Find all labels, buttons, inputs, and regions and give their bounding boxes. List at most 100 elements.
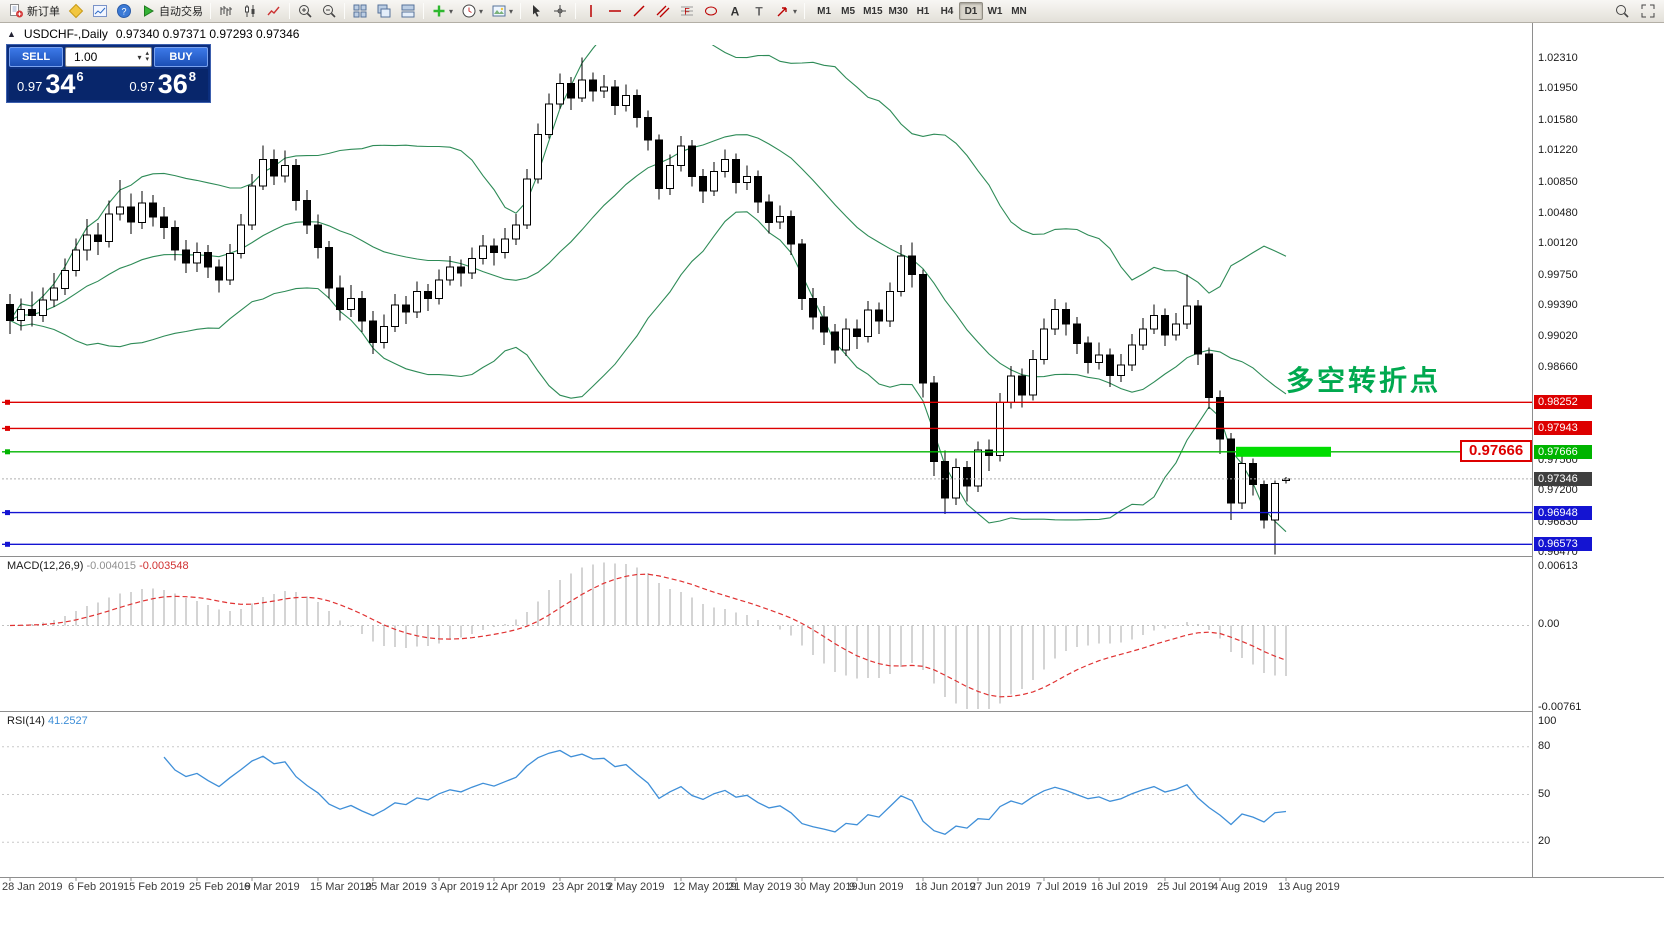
toolbar-separator bbox=[575, 3, 577, 19]
zoom-out-icon bbox=[323, 5, 336, 18]
timeframe-h4[interactable]: H4 bbox=[940, 6, 954, 17]
channel-icon bbox=[656, 5, 670, 18]
toolbar-separator bbox=[520, 3, 522, 19]
candlestick-button[interactable] bbox=[238, 2, 262, 21]
hline-0.98252[interactable] bbox=[2, 399, 1532, 405]
hline-0.96948[interactable] bbox=[2, 510, 1532, 516]
fullscreen-button[interactable] bbox=[1636, 2, 1660, 21]
help-icon: ? bbox=[117, 4, 131, 18]
chart-symbol: USDCHF-,Daily bbox=[23, 27, 108, 41]
zoom-in-icon bbox=[299, 5, 312, 18]
new-order-button[interactable]: 新订单 bbox=[4, 2, 64, 21]
crosshair-button[interactable] bbox=[548, 2, 572, 21]
toolbar-separator bbox=[423, 3, 424, 19]
volume-stepper[interactable]: ▴ ▾ bbox=[145, 50, 149, 63]
channel-button[interactable] bbox=[651, 2, 675, 21]
one-click-panel-toggle[interactable]: ▲ bbox=[7, 29, 16, 39]
help-button[interactable]: ? bbox=[112, 2, 136, 21]
svg-text:?: ? bbox=[121, 7, 126, 17]
volume-down-icon[interactable]: ▾ bbox=[145, 56, 149, 63]
buy-button[interactable]: BUY bbox=[154, 47, 208, 67]
chart-title: ▲ USDCHF-,Daily 0.97340 0.97371 0.97293 … bbox=[7, 27, 299, 41]
price-tag-label: 0.97666 bbox=[1460, 440, 1533, 462]
sell-price-pip: 6 bbox=[76, 69, 84, 84]
chart-ohlc-values: 0.97340 0.97371 0.97293 0.97346 bbox=[115, 27, 300, 41]
one-click-trading-panel: SELL 1.00 ▾ ▴ ▾ BUY 0.97 34 6 0.97 36 8 bbox=[6, 44, 211, 103]
trendline-button[interactable] bbox=[627, 2, 651, 21]
periods-icon bbox=[462, 4, 476, 18]
timeframe-m30[interactable]: M30 bbox=[888, 6, 908, 17]
cursor-button[interactable] bbox=[524, 2, 548, 21]
vertical-line-icon bbox=[590, 5, 592, 17]
bar-chart-icon bbox=[220, 6, 232, 16]
autotrading-button-label: 自动交易 bbox=[159, 6, 203, 18]
svg-text:A: A bbox=[731, 5, 740, 19]
line-chart-button[interactable] bbox=[262, 2, 286, 21]
arrows-button[interactable]: ▾ bbox=[771, 2, 801, 21]
buy-price-pip: 8 bbox=[188, 69, 196, 84]
shapes-button[interactable] bbox=[699, 2, 723, 21]
zoom-out-button[interactable] bbox=[317, 2, 341, 21]
arrange-windows-button[interactable] bbox=[396, 2, 420, 21]
volume-up-icon[interactable]: ▴ bbox=[145, 50, 149, 57]
tile-windows-icon bbox=[353, 4, 367, 18]
buy-price-big: 36 bbox=[157, 69, 188, 99]
new-order-button-label: 新订单 bbox=[27, 6, 60, 18]
search-icon bbox=[1616, 5, 1629, 18]
periods-button[interactable]: ▾ bbox=[457, 2, 487, 21]
timeframe-m15[interactable]: M15 bbox=[863, 6, 883, 17]
chevron-down-icon: ▾ bbox=[479, 6, 484, 16]
bar-chart-button[interactable] bbox=[214, 2, 238, 21]
cursor-icon bbox=[533, 5, 541, 17]
autotrading-icon bbox=[144, 5, 154, 17]
timeframe-m5[interactable]: M5 bbox=[841, 6, 856, 17]
metaeditor-icon bbox=[68, 3, 84, 19]
volume-value: 1.00 bbox=[74, 50, 98, 64]
bollinger-upper bbox=[9, 45, 1287, 321]
fibonacci-button[interactable]: F bbox=[675, 2, 699, 21]
timeframe-w1[interactable]: W1 bbox=[987, 6, 1003, 17]
buy-price[interactable]: 0.97 36 8 bbox=[104, 69, 209, 100]
macd-histogram bbox=[20, 562, 1287, 709]
svg-text:T: T bbox=[755, 5, 763, 19]
market-watch-button[interactable] bbox=[88, 2, 112, 21]
autotrading-button[interactable]: 自动交易 bbox=[136, 2, 207, 21]
fibonacci-icon: F bbox=[681, 6, 694, 17]
text-icon: A bbox=[731, 5, 740, 19]
candles bbox=[6, 57, 1290, 555]
chevron-down-icon: ▾ bbox=[449, 6, 454, 16]
sell-price[interactable]: 0.97 34 6 bbox=[9, 69, 104, 100]
volume-dropdown-icon[interactable]: ▾ bbox=[137, 52, 142, 62]
cascade-windows-button[interactable] bbox=[372, 2, 396, 21]
tile-windows-button[interactable] bbox=[348, 2, 372, 21]
vertical-line-button[interactable] bbox=[579, 2, 603, 21]
horizontal-line-icon bbox=[609, 10, 622, 12]
metaeditor-button[interactable] bbox=[64, 2, 88, 21]
timeframe-d1[interactable]: D1 bbox=[958, 2, 983, 20]
zoom-in-button[interactable] bbox=[293, 2, 317, 21]
indicators-button[interactable]: ▾ bbox=[427, 2, 457, 21]
candlestick-icon bbox=[245, 5, 255, 17]
timeframe-h1[interactable]: H1 bbox=[916, 6, 930, 17]
hline-0.97943[interactable] bbox=[2, 425, 1532, 431]
label-icon: T bbox=[755, 5, 763, 19]
highlight-rectangle[interactable] bbox=[1236, 446, 1331, 457]
timeframe-m1[interactable]: M1 bbox=[817, 6, 832, 17]
sell-button-label: SELL bbox=[21, 50, 51, 63]
label-button[interactable]: T bbox=[747, 2, 771, 21]
text-button[interactable]: A bbox=[723, 2, 747, 21]
toolbar-separator bbox=[210, 3, 211, 19]
search-button[interactable] bbox=[1610, 2, 1634, 21]
horizontal-line-button[interactable] bbox=[603, 2, 627, 21]
sell-button[interactable]: SELL bbox=[9, 47, 63, 67]
templates-button[interactable]: ▾ bbox=[487, 2, 517, 21]
hline-0.96573[interactable] bbox=[2, 541, 1532, 547]
line-chart-icon bbox=[267, 6, 280, 16]
volume-input[interactable]: 1.00 ▾ ▴ ▾ bbox=[65, 47, 152, 67]
chevron-down-icon: ▾ bbox=[509, 6, 514, 16]
cascade-windows-icon bbox=[377, 4, 391, 18]
fullscreen-icon bbox=[1641, 4, 1655, 18]
timeframe-mn[interactable]: MN bbox=[1011, 6, 1027, 17]
timeframe-toolbar: M1 M5 M15 M30 H1 H4 D1 W1 MN bbox=[812, 2, 1031, 20]
